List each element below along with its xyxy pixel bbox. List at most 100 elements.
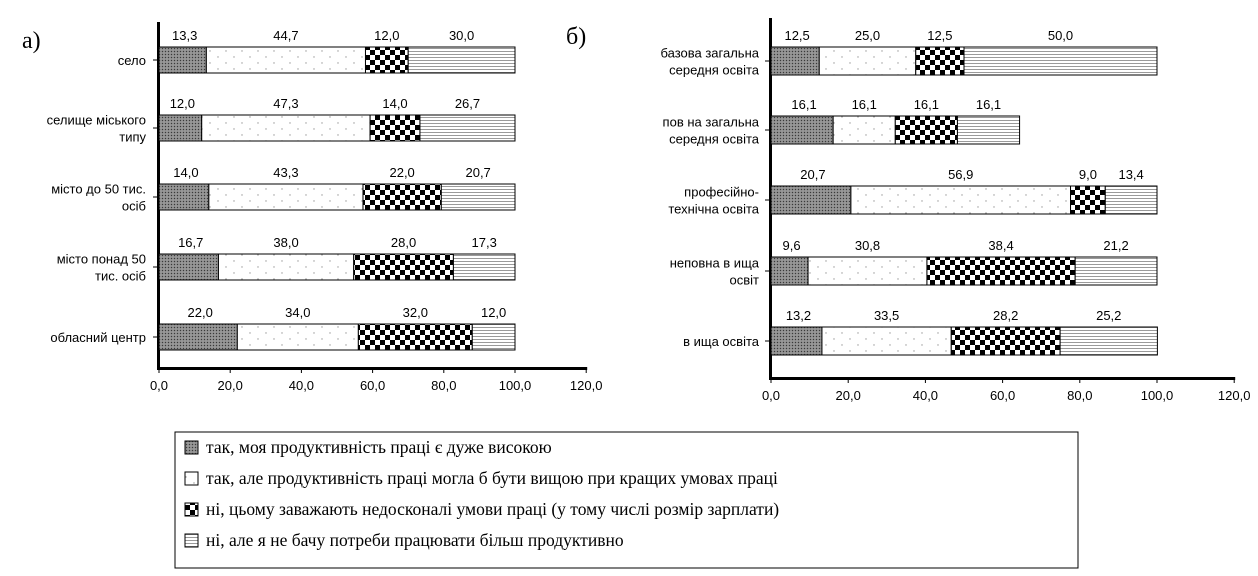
x-tick-label: 0,0 [150,378,168,393]
data-label: 12,0 [481,305,506,320]
legend-item-label: ні, цьому заважають недосконалі умови пр… [206,499,779,519]
data-label: 12,5 [784,28,809,43]
bar-segment [205,46,366,74]
bar-segment [158,253,219,281]
bar-segment [236,323,359,351]
bar-segment [1070,185,1106,215]
data-label: 25,0 [855,28,880,43]
bar-segment [1104,185,1158,215]
data-label: 25,2 [1096,308,1121,323]
bar-segment [158,183,210,211]
data-label: 16,1 [852,97,877,112]
data-label: 56,9 [948,167,973,182]
data-label: 13,3 [172,28,197,43]
bar-segment [217,253,355,281]
category-label: тис. осіб [95,269,146,284]
category-label: типу [119,130,146,145]
bar-segment [201,114,371,142]
x-tick-label: 80,0 [431,378,456,393]
data-label: 14,0 [382,96,407,111]
bar-segment [963,46,1158,76]
bar-segment [362,183,442,211]
data-label: 50,0 [1048,28,1073,43]
data-label: 34,0 [285,305,310,320]
category-label: місто понад 50 [57,252,146,267]
x-tick-label: 60,0 [360,378,385,393]
bar-segment [950,326,1061,356]
x-tick-label: 120,0 [570,378,603,393]
category-label: середня освіта [669,63,760,78]
bar-segment [850,185,1072,215]
bar-segment [821,326,952,356]
x-tick-label: 20,0 [218,378,243,393]
data-label: 38,0 [273,235,298,250]
data-label: 16,1 [914,97,939,112]
legend-swatch [184,471,199,486]
bar-segment [807,256,928,286]
panel-label: а) [22,28,41,54]
x-tick-label: 20,0 [836,388,861,403]
category-label: неповна в ища [670,256,760,271]
data-label: 26,7 [455,96,480,111]
x-tick-label: 0,0 [762,388,780,403]
panel-b: б) 0,0 20,0 40,0 60,0 80,0 100,0 120,0 базова за… [566,18,1250,403]
bar-segment [770,115,834,145]
data-label: 12,0 [170,96,195,111]
bar-segment [770,46,820,76]
category-label: в ища освіта [683,334,760,349]
legend-item-label: так, але продуктивність праці могла б бу… [206,468,778,488]
bar-segment [357,323,473,351]
bar-segment [894,115,958,145]
x-tick-label: 60,0 [990,388,1015,403]
bar-segment [770,326,823,356]
bar-segment [158,46,207,74]
data-label: 16,1 [791,97,816,112]
category-label: базова загальна [660,46,759,61]
data-label: 28,2 [993,308,1018,323]
data-label: 30,0 [449,28,474,43]
x-tick-label: 100,0 [499,378,532,393]
data-label: 22,0 [188,305,213,320]
category-label: технічна освіта [668,202,759,217]
bar-segment [770,185,852,215]
data-label: 43,3 [273,165,298,180]
data-label: 16,7 [178,235,203,250]
data-label: 47,3 [273,96,298,111]
data-label: 21,2 [1103,238,1128,253]
x-tick-label: 120,0 [1218,388,1251,403]
legend-item-label: ні, але я не бачу потреби працювати біль… [206,530,624,550]
x-tick-label: 40,0 [289,378,314,393]
data-label: 33,5 [874,308,899,323]
legend-swatch [184,533,199,548]
panel-label: б) [566,24,586,50]
category-label: професійно- [684,185,759,200]
bar-segment [158,114,203,142]
bar-segment [208,183,364,211]
data-label: 28,0 [391,235,416,250]
legend-swatch [184,440,199,455]
data-label: 32,0 [403,305,428,320]
bar-segment [818,46,917,76]
bar-segment [770,256,809,286]
data-label: 14,0 [173,165,198,180]
bar-segment [407,46,516,74]
bar-segment [1074,256,1158,286]
bar-segment [364,46,409,74]
panel-a: а) 0,0 20,0 40,0 60,0 80,0 100,0 120,0 село 13,3 4… [22,22,602,393]
bar-segment [471,323,516,351]
data-label: 30,8 [855,238,880,253]
category-label: місто до 50 тис. [51,182,146,197]
category-label: село [118,53,146,68]
bar-segment [915,46,965,76]
data-label: 17,3 [472,235,497,250]
bar-segment [956,115,1021,145]
bar-segment [1059,326,1158,356]
data-label: 9,6 [782,238,800,253]
legend-swatch [184,502,199,517]
data-label: 12,0 [374,28,399,43]
bar-segment [832,115,896,145]
bar-segment [440,183,516,211]
x-tick-label: 80,0 [1067,388,1092,403]
data-label: 12,5 [927,28,952,43]
data-label: 16,1 [976,97,1001,112]
